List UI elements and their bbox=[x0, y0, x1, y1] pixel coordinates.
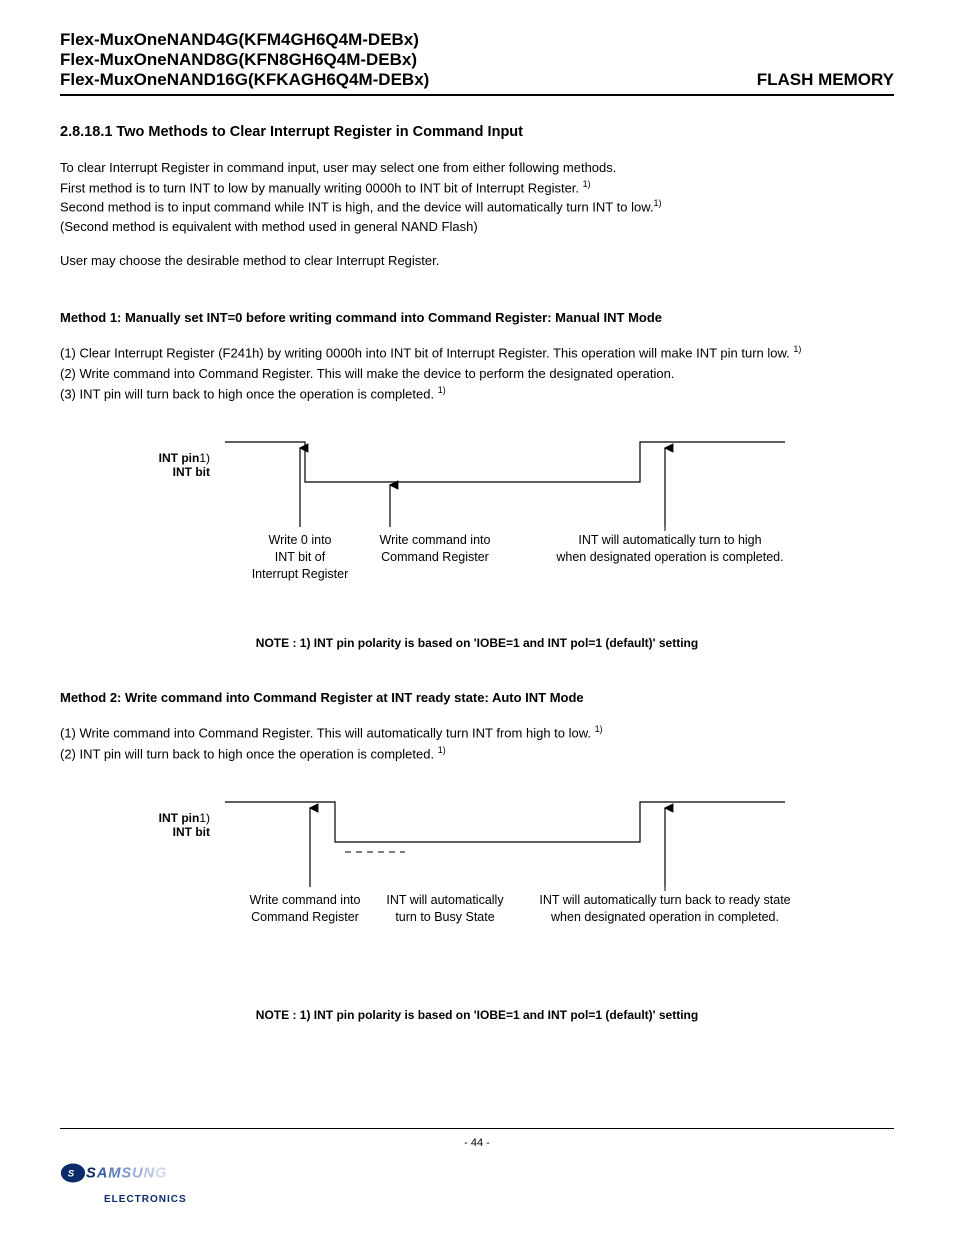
brand-logo: SAMSUNG S ELECTRONICS bbox=[60, 1155, 894, 1205]
method2-title: Method 2: Write command into Command Reg… bbox=[60, 690, 894, 705]
note-2: NOTE : 1) INT pin polarity is based on '… bbox=[60, 1008, 894, 1022]
samsung-logo-icon: SAMSUNG S bbox=[60, 1155, 190, 1191]
waveform-svg bbox=[225, 434, 805, 534]
diag2-label-b2: turn to Busy State bbox=[395, 910, 494, 924]
header-divider bbox=[60, 94, 894, 96]
page-header: Flex-MuxOneNAND4G(KFM4GH6Q4M-DEBx) Flex-… bbox=[60, 30, 894, 90]
diag1-label-a2: INT bit of bbox=[275, 550, 325, 564]
header-line-2: Flex-MuxOneNAND8G(KFN8GH6Q4M-DEBx) bbox=[60, 50, 894, 70]
intro-line-3b: (Second method is equivalent with method… bbox=[60, 219, 478, 234]
method1-steps: (1) Clear Interrupt Register (F241h) by … bbox=[60, 343, 894, 404]
intro-paragraph-2: User may choose the desirable method to … bbox=[60, 251, 894, 271]
diag1-label-b2: Command Register bbox=[381, 550, 489, 564]
timing-diagram-1: INT pin1) INT bit Write 0 into INT bit o… bbox=[60, 424, 894, 624]
note-1: NOTE : 1) INT pin polarity is based on '… bbox=[60, 636, 894, 650]
footnote-ref: 1) bbox=[653, 198, 661, 208]
footnote-ref: 1) bbox=[438, 385, 446, 395]
page-footer: - 44 - SAMSUNG S ELECTRONICS bbox=[60, 1128, 894, 1205]
pin-label-intbit: INT bit bbox=[173, 465, 210, 479]
footnote-ref: 1) bbox=[595, 724, 603, 734]
diag2-label-c2: when designated operation in completed. bbox=[551, 910, 779, 924]
timing-diagram-2: INT pin1) INT bit Write command into Com… bbox=[60, 784, 894, 984]
pin2-label-sup: 1) bbox=[199, 811, 210, 825]
diag1-label-a1: Write 0 into bbox=[269, 533, 332, 547]
header-line-3: Flex-MuxOneNAND16G(KFKAGH6Q4M-DEBx) bbox=[60, 70, 429, 90]
header-category: FLASH MEMORY bbox=[757, 70, 894, 90]
method2-steps: (1) Write command into Command Register.… bbox=[60, 723, 894, 764]
pin-label-sup: 1) bbox=[199, 451, 210, 465]
footnote-ref: 1) bbox=[583, 179, 591, 189]
svg-text:S: S bbox=[68, 1168, 75, 1179]
diag1-label-b1: Write command into bbox=[380, 533, 491, 547]
diag1-label-c2: when designated operation is completed. bbox=[556, 550, 783, 564]
intro-line-3a: Second method is to input command while … bbox=[60, 200, 653, 215]
intro-line-2: First method is to turn INT to low by ma… bbox=[60, 180, 579, 195]
method1-step1: (1) Clear Interrupt Register (F241h) by … bbox=[60, 345, 790, 360]
svg-text:SAMSUNG: SAMSUNG bbox=[86, 1165, 167, 1181]
diag2-label-a2: Command Register bbox=[251, 910, 359, 924]
pin-label-intpin: INT pin bbox=[159, 451, 200, 465]
diag1-label-a3: Interrupt Register bbox=[252, 567, 349, 581]
header-line-1: Flex-MuxOneNAND4G(KFM4GH6Q4M-DEBx) bbox=[60, 30, 894, 50]
footnote-ref: 1) bbox=[793, 344, 801, 354]
footer-divider bbox=[60, 1128, 894, 1129]
pin2-label-intpin: INT pin bbox=[159, 811, 200, 825]
method2-step2: (2) INT pin will turn back to high once … bbox=[60, 746, 434, 761]
section-title: 2.8.18.1 Two Methods to Clear Interrupt … bbox=[60, 124, 894, 140]
method1-step2: (2) Write command into Command Register.… bbox=[60, 364, 894, 384]
method1-title: Method 1: Manually set INT=0 before writ… bbox=[60, 310, 894, 325]
diag1-label-c1: INT will automatically turn to high bbox=[578, 533, 761, 547]
diag2-label-b1: INT will automatically bbox=[386, 893, 503, 907]
waveform2-svg bbox=[225, 794, 805, 894]
pin2-label-intbit: INT bit bbox=[173, 825, 210, 839]
intro-paragraph: To clear Interrupt Register in command i… bbox=[60, 158, 894, 237]
method1-step3: (3) INT pin will turn back to high once … bbox=[60, 386, 434, 401]
method2-step1: (1) Write command into Command Register.… bbox=[60, 726, 591, 741]
diag2-label-a1: Write command into bbox=[250, 893, 361, 907]
footnote-ref: 1) bbox=[438, 745, 446, 755]
diag2-label-c1: INT will automatically turn back to read… bbox=[539, 893, 790, 907]
intro-line-4: User may choose the desirable method to … bbox=[60, 251, 894, 271]
page-number: - 44 - bbox=[60, 1137, 894, 1149]
intro-line-1: To clear Interrupt Register in command i… bbox=[60, 160, 616, 175]
brand-sub: ELECTRONICS bbox=[104, 1194, 894, 1205]
